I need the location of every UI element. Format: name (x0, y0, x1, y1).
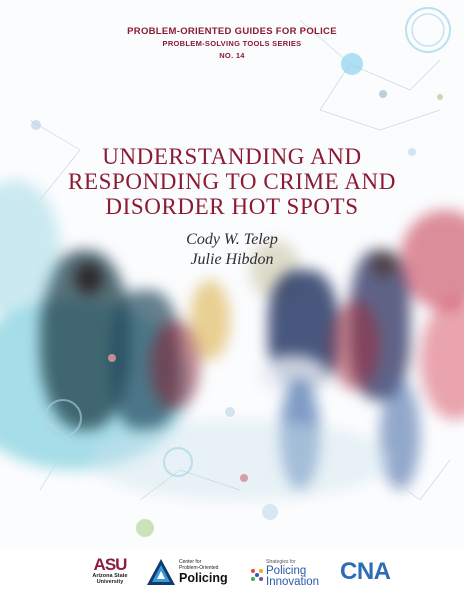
guide-title: UNDERSTANDING AND RESPONDING TO CRIME AN… (0, 144, 464, 219)
cpop-triangle-icon (147, 559, 175, 585)
asu-logo: ASU Arizona State University (92, 555, 128, 585)
series-title: PROBLEM-ORIENTED GUIDES FOR POLICE (127, 26, 337, 37)
title-line: RESPONDING TO CRIME AND (68, 169, 396, 194)
title-line: UNDERSTANDING AND (102, 144, 362, 169)
author-name: Cody W. Telep (186, 231, 278, 248)
author-name: Julie Hibdon (190, 251, 274, 268)
spi-dots-icon (251, 569, 263, 581)
title-line: DISORDER HOT SPOTS (105, 194, 359, 219)
series-number: NO. 14 (219, 51, 245, 60)
series-subtitle: PROBLEM-SOLVING TOOLS SERIES (162, 39, 302, 48)
spi-logo: Strategies for Policing Innovation (250, 556, 330, 590)
cna-logo: CNA (340, 558, 391, 585)
cpop-logo: Center for Problem-Oriented Policing (146, 556, 236, 590)
logo-footer: ASU Arizona State University Center for … (0, 548, 464, 600)
